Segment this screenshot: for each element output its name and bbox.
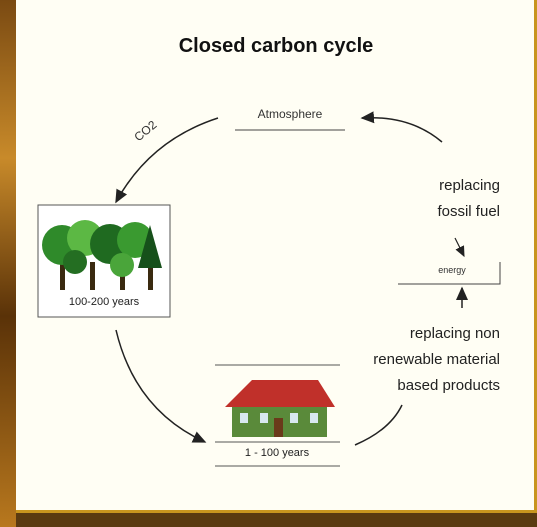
left-strip xyxy=(0,0,16,527)
node-label: energy xyxy=(438,265,466,275)
bottom-rule xyxy=(16,510,537,513)
bottom-strip xyxy=(16,513,537,527)
title: Closed carbon cycle xyxy=(179,35,374,57)
note-line: replacing xyxy=(439,177,500,194)
node-label: 100-200 years xyxy=(69,296,140,308)
note-line: based products xyxy=(397,377,500,394)
page: Closed carbon cycle Atmosphere CO2 100-2… xyxy=(0,0,537,527)
note-line: fossil fuel xyxy=(437,203,500,220)
note-line: replacing non xyxy=(410,325,500,342)
node-label: 1 - 100 years xyxy=(245,447,310,459)
note-line: renewable material xyxy=(373,351,500,368)
node-label: Atmosphere xyxy=(258,107,323,121)
diagram: Closed carbon cycle Atmosphere CO2 100-2… xyxy=(0,0,537,527)
